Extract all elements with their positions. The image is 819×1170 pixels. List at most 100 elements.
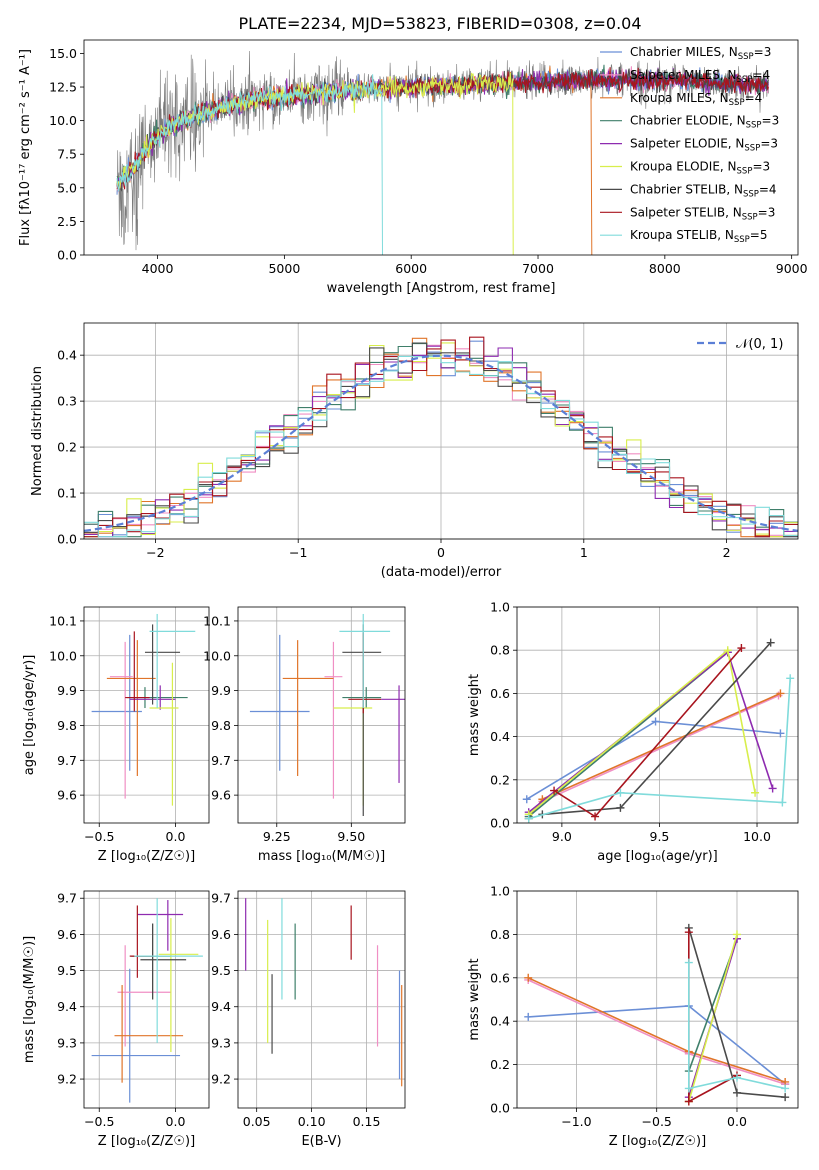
mass-weight-marker [737,644,746,653]
y-tick-label: 0.4 [490,729,510,744]
y-tick-label: 0.0 [490,1101,510,1116]
y-tick-label: 7.5 [57,147,77,162]
axes-frame [83,606,210,824]
mass-weight-line [528,678,791,820]
y-tick-label: 9.4 [211,999,231,1014]
axes-frame [237,606,406,824]
plot-area [91,613,196,806]
y-axis-label: mass [log₁₀(M/M☉)] [22,936,37,1063]
axes: 0.05 0.10 0.15 9.2 9.3 9.4 9.5 9.6 9.7 E(B-V) [211,890,406,1149]
mass-weight-marker [776,689,785,698]
mass-vs-ebv-panel: 0.05 0.10 0.15 9.2 9.3 9.4 9.5 9.6 9.7 E(B-V) [211,890,406,1149]
x-tick-label: 0.0 [727,1114,747,1129]
age-vs-mass-panel: 9.25 9.50 9.6 9.7 9.8 9.9 10.0 10.1 mass [log₁₀(… [203,606,406,864]
spectrum-panel: 4000 5000 6000 7000 8000 9000 0.0 2.5 5.0 7.5 10.0… [18,39,808,296]
axes: −0.5 0.0 9.6 9.7 9.8 9.9 10.0 10.1 Z [log₁₀(Z/Z☉… [22,606,210,864]
y-tick-label: 1.0 [490,884,510,899]
x-tick-label: 7000 [522,261,554,276]
y-tick-label: 0.2 [57,440,77,455]
legend-label: Salpeter ELODIE, NSSP=3 [630,137,778,154]
x-tick-label: 0.0 [166,829,186,844]
axes-frame [516,606,799,824]
mass-weight-marker [786,674,795,683]
y-tick-label: 0.0 [490,816,510,831]
mass-weight-marker [616,788,625,797]
normal-curve [84,354,798,532]
x-tick-label: 9000 [776,261,808,276]
y-tick-label: 0.4 [490,1014,510,1029]
mass-weight-marker [751,788,760,797]
x-tick-label: 9.5 [650,829,670,844]
y-tick-label: 9.7 [211,753,231,768]
x-tick-label: 9.0 [552,829,572,844]
histogram-steps [84,355,798,538]
y-tick-label: 0.2 [490,772,510,787]
y-tick-label: 0.4 [57,348,77,363]
mass-weight-marker [684,928,693,937]
y-tick-label: 0.0 [57,532,77,547]
mass-weight-marker [766,638,775,647]
y-tick-label: 9.6 [211,788,231,803]
y-tick-label: 9.3 [57,1035,77,1050]
histogram-steps [84,342,798,538]
x-tick-label: 0.10 [298,1114,326,1129]
legend-label: 𝒩(0, 1) [736,337,783,352]
plot-area [249,613,405,817]
x-tick-label: −0.5 [642,1114,672,1129]
x-tick-label: 9.50 [337,829,365,844]
x-tick-label: 0 [437,545,445,560]
y-tick-label: 5.0 [57,180,77,195]
axes-frame [516,890,799,1109]
mass-weight-marker [768,784,777,793]
y-tick-label: 9.6 [57,788,77,803]
y-tick-label: 0.8 [490,927,510,942]
mass-weight-marker [723,646,732,655]
axes-frame [83,322,799,540]
x-axis-label: E(B-V) [301,1134,341,1149]
axes: 9.0 9.5 10.0 0.0 0.2 0.4 0.6 0.8 1.0 age [log₁₀(a… [467,600,799,864]
y-tick-label: 9.6 [211,927,231,942]
legend-label: Kroupa STELIB, NSSP=5 [630,228,768,245]
y-tick-label: 10.0 [203,648,231,663]
age-vs-z-panel: −0.5 0.0 9.6 9.7 9.8 9.9 10.0 10.1 Z [log₁₀(Z/Z☉… [22,606,210,864]
mass-weight-marker [616,803,625,812]
y-tick-label: 9.7 [57,753,77,768]
axes-frame [83,39,799,256]
grid [84,891,209,1108]
y-tick-label: 9.5 [211,963,231,978]
legend-label: Chabrier ELODIE, NSSP=3 [630,114,779,131]
x-tick-label: 2 [723,545,731,560]
y-tick-label: 9.5 [57,963,77,978]
grid [238,607,405,823]
residual-histogram-panel: −2 −1 0 1 2 0.0 0.1 0.2 0.3 0.4 (data-model)/error… [30,322,799,580]
y-tick-label: 9.2 [57,1072,77,1087]
plot-area [245,898,403,1087]
y-tick-label: 2.5 [57,214,77,229]
mass-weight-vs-z-panel: −1.0 −0.5 0.0 0.0 0.2 0.4 0.6 0.8 1.0 Z [log₁₀(Z/… [467,884,799,1149]
x-tick-label: 0.15 [353,1114,381,1129]
y-tick-label: 12.5 [49,80,77,95]
y-tick-label: 9.3 [211,1035,231,1050]
y-tick-label: 0.8 [490,643,510,658]
mass-weight-marker [732,930,741,939]
plot-area [91,898,203,1103]
y-tick-label: 15.0 [49,46,77,61]
legend: Chabrier MILES, NSSP=3 Salpeter MILES, NS… [600,45,779,245]
y-tick-label: 9.8 [57,718,77,733]
y-tick-label: 10.1 [203,613,231,628]
x-tick-label: −2 [146,545,164,560]
x-axis-label: Z [log₁₀(Z/Z☉)] [609,1134,706,1149]
x-tick-label: 0.0 [166,1114,186,1129]
x-tick-label: −1 [289,545,307,560]
legend-label: Chabrier MILES, NSSP=3 [630,45,771,62]
y-tick-label: 9.7 [211,891,231,906]
mass-weight-marker [591,812,600,821]
y-tick-label: 0.2 [490,1057,510,1072]
mass-weight-marker [524,814,533,823]
y-tick-label: 10.0 [49,648,77,663]
mass-weight-marker [684,1084,693,1093]
figure-title: PLATE=2234, MJD=53823, FIBERID=0308, z=0… [238,14,641,33]
x-axis-label: wavelength [Angstrom, rest frame] [327,281,556,296]
axes: 9.25 9.50 9.6 9.7 9.8 9.9 10.0 10.1 mass [log₁₀(… [203,606,406,864]
mass-weight-marker [732,1073,741,1082]
